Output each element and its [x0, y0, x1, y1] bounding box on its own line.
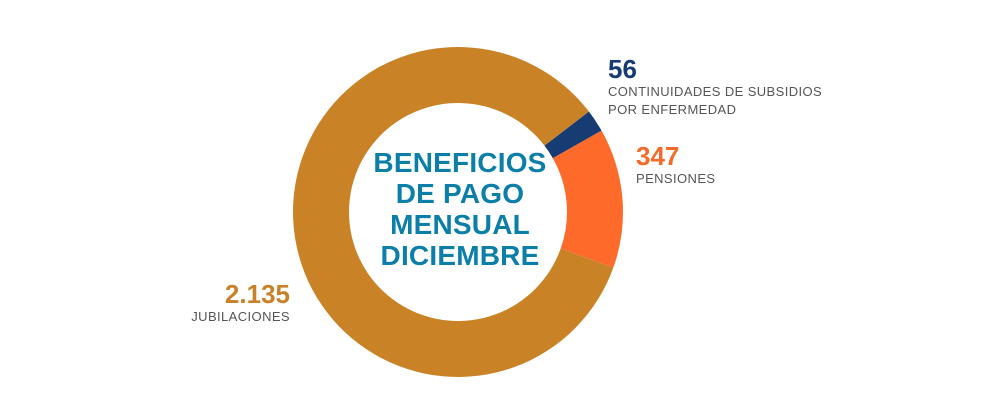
slice-label-jubilaciones: 2.135 JUBILACIONES — [150, 280, 290, 326]
data-label-subsidios-value: 56 — [608, 54, 637, 84]
donut-slice-jubilaciones — [293, 47, 614, 377]
data-label-subsidios-name-line-1: CONTINUIDADES DE SUBSIDIOS — [608, 84, 823, 99]
data-label-jubilaciones-value: 2.135 — [224, 279, 290, 309]
donut-slice-subsidios — [544, 111, 602, 159]
donut-slice-pensiones — [552, 130, 623, 268]
slice-label-subsidios: 56 CONTINUIDADES DE SUBSIDIOS POR ENFERM… — [608, 55, 822, 119]
title-line-3: MENSUAL — [390, 209, 530, 240]
title-line-4: DICIEMBRE — [380, 240, 540, 271]
data-label-subsidios-name-line-2: POR ENFERMEDAD — [608, 102, 737, 117]
title-line-1: BENEFICIOS — [373, 147, 547, 178]
data-label-jubilaciones-name: JUBILACIONES — [191, 309, 290, 324]
data-label-pensiones-name: PENSIONES — [636, 171, 716, 186]
data-label-pensiones-value: 347 — [636, 141, 680, 171]
title-line-2: DE PAGO — [395, 178, 525, 209]
chart-title: BENEFICIOS DE PAGO MENSUAL DICIEMBRE — [360, 147, 560, 271]
slice-label-pensiones: 347 PENSIONES — [636, 142, 715, 188]
